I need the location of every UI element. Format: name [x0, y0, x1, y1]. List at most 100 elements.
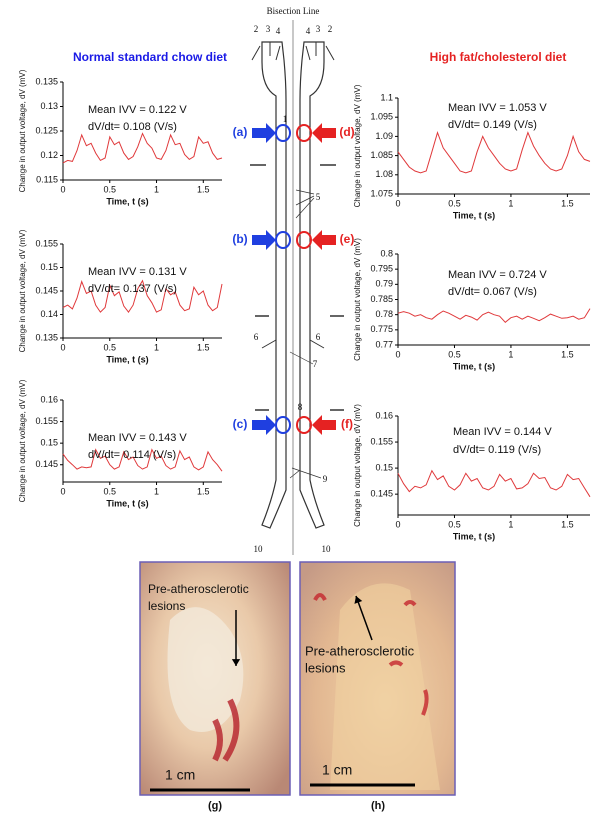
annotation: Mean IVV = 0.724 V	[448, 269, 547, 281]
diagram-number: 5	[316, 192, 321, 202]
y-tick-label: 0.12	[40, 150, 58, 160]
y-tick-label: 0.135	[35, 332, 58, 342]
x-tick-label: 0	[60, 342, 65, 352]
site-label: (d)	[339, 125, 354, 139]
y-tick-label: 0.15	[40, 438, 58, 448]
diagram-number: 8	[298, 402, 303, 412]
diagram-number: 6	[316, 332, 321, 342]
x-tick-label: 0	[60, 184, 65, 194]
x-tick-label: 1	[154, 342, 159, 352]
annotation: dV/dt= 0.119 (V/s)	[453, 444, 541, 456]
x-tick-label: 1.5	[197, 486, 210, 496]
annotation: Mean IVV = 1.053 V	[448, 102, 547, 114]
diagram-number: 4	[306, 26, 311, 36]
x-tick-label: 0.5	[104, 486, 117, 496]
scale-label: 1 cm	[322, 762, 352, 778]
arrow-head	[231, 659, 241, 666]
y-tick-label: 0.145	[35, 459, 58, 469]
y-tick-label: 0.15	[40, 262, 58, 272]
right-vessel	[299, 41, 325, 529]
signal-line	[397, 308, 591, 323]
signal-line	[62, 279, 223, 313]
x-tick-label: 1.5	[561, 519, 574, 529]
signal-line	[62, 132, 223, 164]
y-tick-label: 0.14	[40, 309, 58, 319]
y-axis-label: Change in output voltage, dV (mV)	[18, 229, 27, 352]
y-tick-label: 0.16	[40, 394, 58, 404]
section-marks	[250, 164, 344, 411]
annotation: dV/dt= 0.067 (V/s)	[448, 286, 537, 298]
site-circle	[275, 124, 291, 142]
y-tick-label: 0.145	[370, 489, 393, 499]
x-axis-label: Time, t (s)	[453, 531, 495, 541]
x-tick-label: 1.5	[561, 198, 574, 208]
diagram-number: 10	[322, 544, 332, 554]
y-tick-label: 0.15	[375, 462, 393, 472]
x-axis-label: Time, t (s)	[106, 354, 148, 364]
diagram-number: 4	[276, 26, 281, 36]
y-tick-label: 0.795	[370, 264, 393, 274]
y-tick-label: 0.13	[40, 101, 58, 111]
aorta-diagram	[250, 20, 344, 555]
panel-label: (h)	[371, 800, 385, 812]
x-tick-label: 1.5	[561, 349, 574, 359]
x-tick-label: 0.5	[104, 342, 117, 352]
x-axis-label: Time, t (s)	[106, 196, 148, 206]
y-tick-label: 0.8	[380, 248, 393, 258]
left-vessel	[261, 41, 287, 529]
y-tick-label: 0.775	[370, 324, 393, 334]
site-label: (c)	[233, 417, 248, 431]
y-tick-label: 1.1	[380, 92, 393, 102]
signal-line	[62, 448, 223, 472]
x-tick-label: 1	[508, 349, 513, 359]
site-circle	[296, 124, 312, 142]
diagram-number: 2	[328, 24, 333, 34]
arrow-head	[354, 596, 363, 604]
y-tick-label: 0.155	[35, 416, 58, 426]
y-axis-label: Change in output voltage, dV (mV)	[353, 238, 362, 361]
photo-h	[299, 561, 456, 796]
y-tick-label: 0.79	[375, 279, 393, 289]
photo-annotation: lesions	[148, 599, 185, 613]
annotation: dV/dt= 0.108 (V/s)	[88, 121, 177, 133]
x-axis-label: Time, t (s)	[453, 361, 495, 371]
y-tick-label: 0.155	[35, 238, 58, 248]
x-axis-label: Time, t (s)	[453, 210, 495, 220]
y-tick-label: 1.085	[370, 150, 393, 160]
annotation: Mean IVV = 0.131 V	[88, 266, 187, 278]
y-tick-label: 0.155	[370, 436, 393, 446]
photo-annotation: Pre-atherosclerotic	[148, 582, 249, 596]
y-tick-label: 1.09	[375, 131, 393, 141]
annotation: Mean IVV = 0.122 V	[88, 104, 187, 116]
arrow	[312, 415, 336, 435]
site-circle	[275, 416, 291, 434]
x-tick-label: 0.5	[448, 198, 461, 208]
x-tick-label: 0.5	[448, 519, 461, 529]
site-circle	[275, 231, 291, 249]
y-tick-label: 1.08	[375, 169, 393, 179]
scale-label: 1 cm	[165, 767, 195, 783]
x-tick-label: 0	[395, 519, 400, 529]
x-tick-label: 0.5	[448, 349, 461, 359]
x-tick-label: 1.5	[197, 342, 210, 352]
diagram-number: 2	[254, 24, 259, 34]
x-tick-label: 0	[395, 198, 400, 208]
arrow	[312, 230, 336, 250]
diagram-number: 6	[254, 332, 259, 342]
y-axis-label: Change in output voltage, dV (mV)	[353, 84, 362, 207]
y-tick-label: 0.16	[375, 410, 393, 420]
diagram-number: 9	[323, 474, 328, 484]
bisection-title: Bisection Line	[267, 6, 320, 16]
x-axis-label: Time, t (s)	[106, 498, 148, 508]
annotation: dV/dt= 0.114 (V/s)	[88, 449, 176, 461]
site-circle	[296, 416, 312, 434]
diagram-number: 10	[254, 544, 264, 554]
diagram-number: 7	[313, 359, 318, 369]
arrow	[312, 123, 336, 143]
x-tick-label: 1	[508, 519, 513, 529]
right-heading: High fat/cholesterol diet	[430, 50, 567, 64]
y-tick-label: 0.125	[35, 125, 58, 135]
annotation: dV/dt= 0.149 (V/s)	[448, 119, 537, 131]
annotation: Mean IVV = 0.143 V	[88, 432, 187, 444]
